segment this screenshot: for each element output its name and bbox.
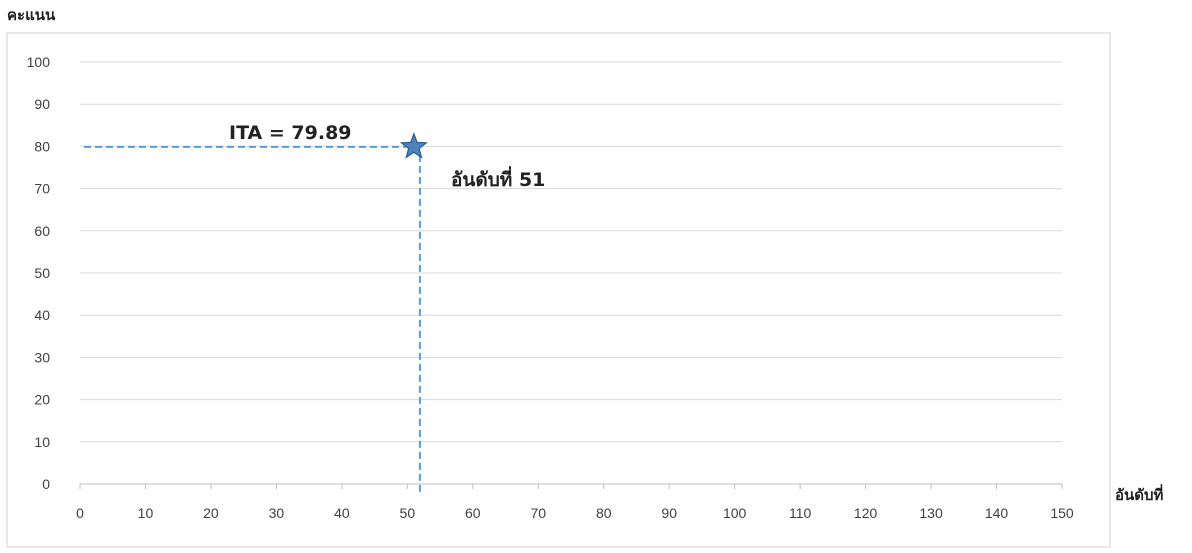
rank-label: อันดับที่ 51: [451, 166, 545, 191]
x-tick-label-120: 120: [854, 505, 878, 521]
y-tick-label-60: 60: [34, 223, 50, 239]
y-tick-label-0: 0: [42, 476, 50, 492]
x-axis-title: อันดับที่: [1115, 484, 1164, 504]
x-tick-label-90: 90: [661, 505, 677, 521]
ita-value-label: ITA = 79.89: [229, 122, 352, 144]
y-tick-label-90: 90: [34, 96, 50, 112]
y-tick-label-20: 20: [34, 392, 50, 408]
y-tick-label-100: 100: [27, 54, 51, 70]
data-marks: [399, 132, 428, 159]
axis-ticks: 0 10 20 30 40 50 60 70 80 90 100 0 10 20 30 40 50 60 70 80 9…: [27, 54, 1074, 521]
chart-frame: [6, 32, 1111, 548]
x-tick-label-150: 150: [1050, 505, 1074, 521]
y-tick-label-70: 70: [34, 181, 50, 197]
x-tick-label-0: 0: [76, 505, 84, 521]
guide-lines: [84, 145, 421, 496]
x-tick-label-20: 20: [203, 505, 219, 521]
y-tick-label-80: 80: [34, 138, 50, 154]
y-axis-title: คะแนน: [7, 6, 56, 24]
x-tick-label-110: 110: [789, 505, 812, 521]
gridlines: [80, 61, 1062, 485]
y-tick-label-40: 40: [34, 307, 50, 323]
x-tick-label-60: 60: [465, 505, 481, 521]
x-tick-label-30: 30: [269, 505, 285, 521]
x-tick-label-100: 100: [723, 505, 747, 521]
y-tick-label-30: 30: [34, 349, 50, 365]
y-tick-label-10: 10: [34, 434, 50, 450]
star-marker: [399, 132, 428, 159]
x-tick-label-40: 40: [334, 505, 350, 521]
y-tick-label-50: 50: [34, 265, 50, 281]
x-tick-label-130: 130: [919, 505, 943, 521]
x-tick-label-50: 50: [400, 505, 416, 521]
x-tick-label-10: 10: [138, 505, 154, 521]
x-tick-label-80: 80: [596, 505, 612, 521]
x-tick-label-140: 140: [985, 505, 1009, 521]
x-tick-label-70: 70: [530, 505, 546, 521]
